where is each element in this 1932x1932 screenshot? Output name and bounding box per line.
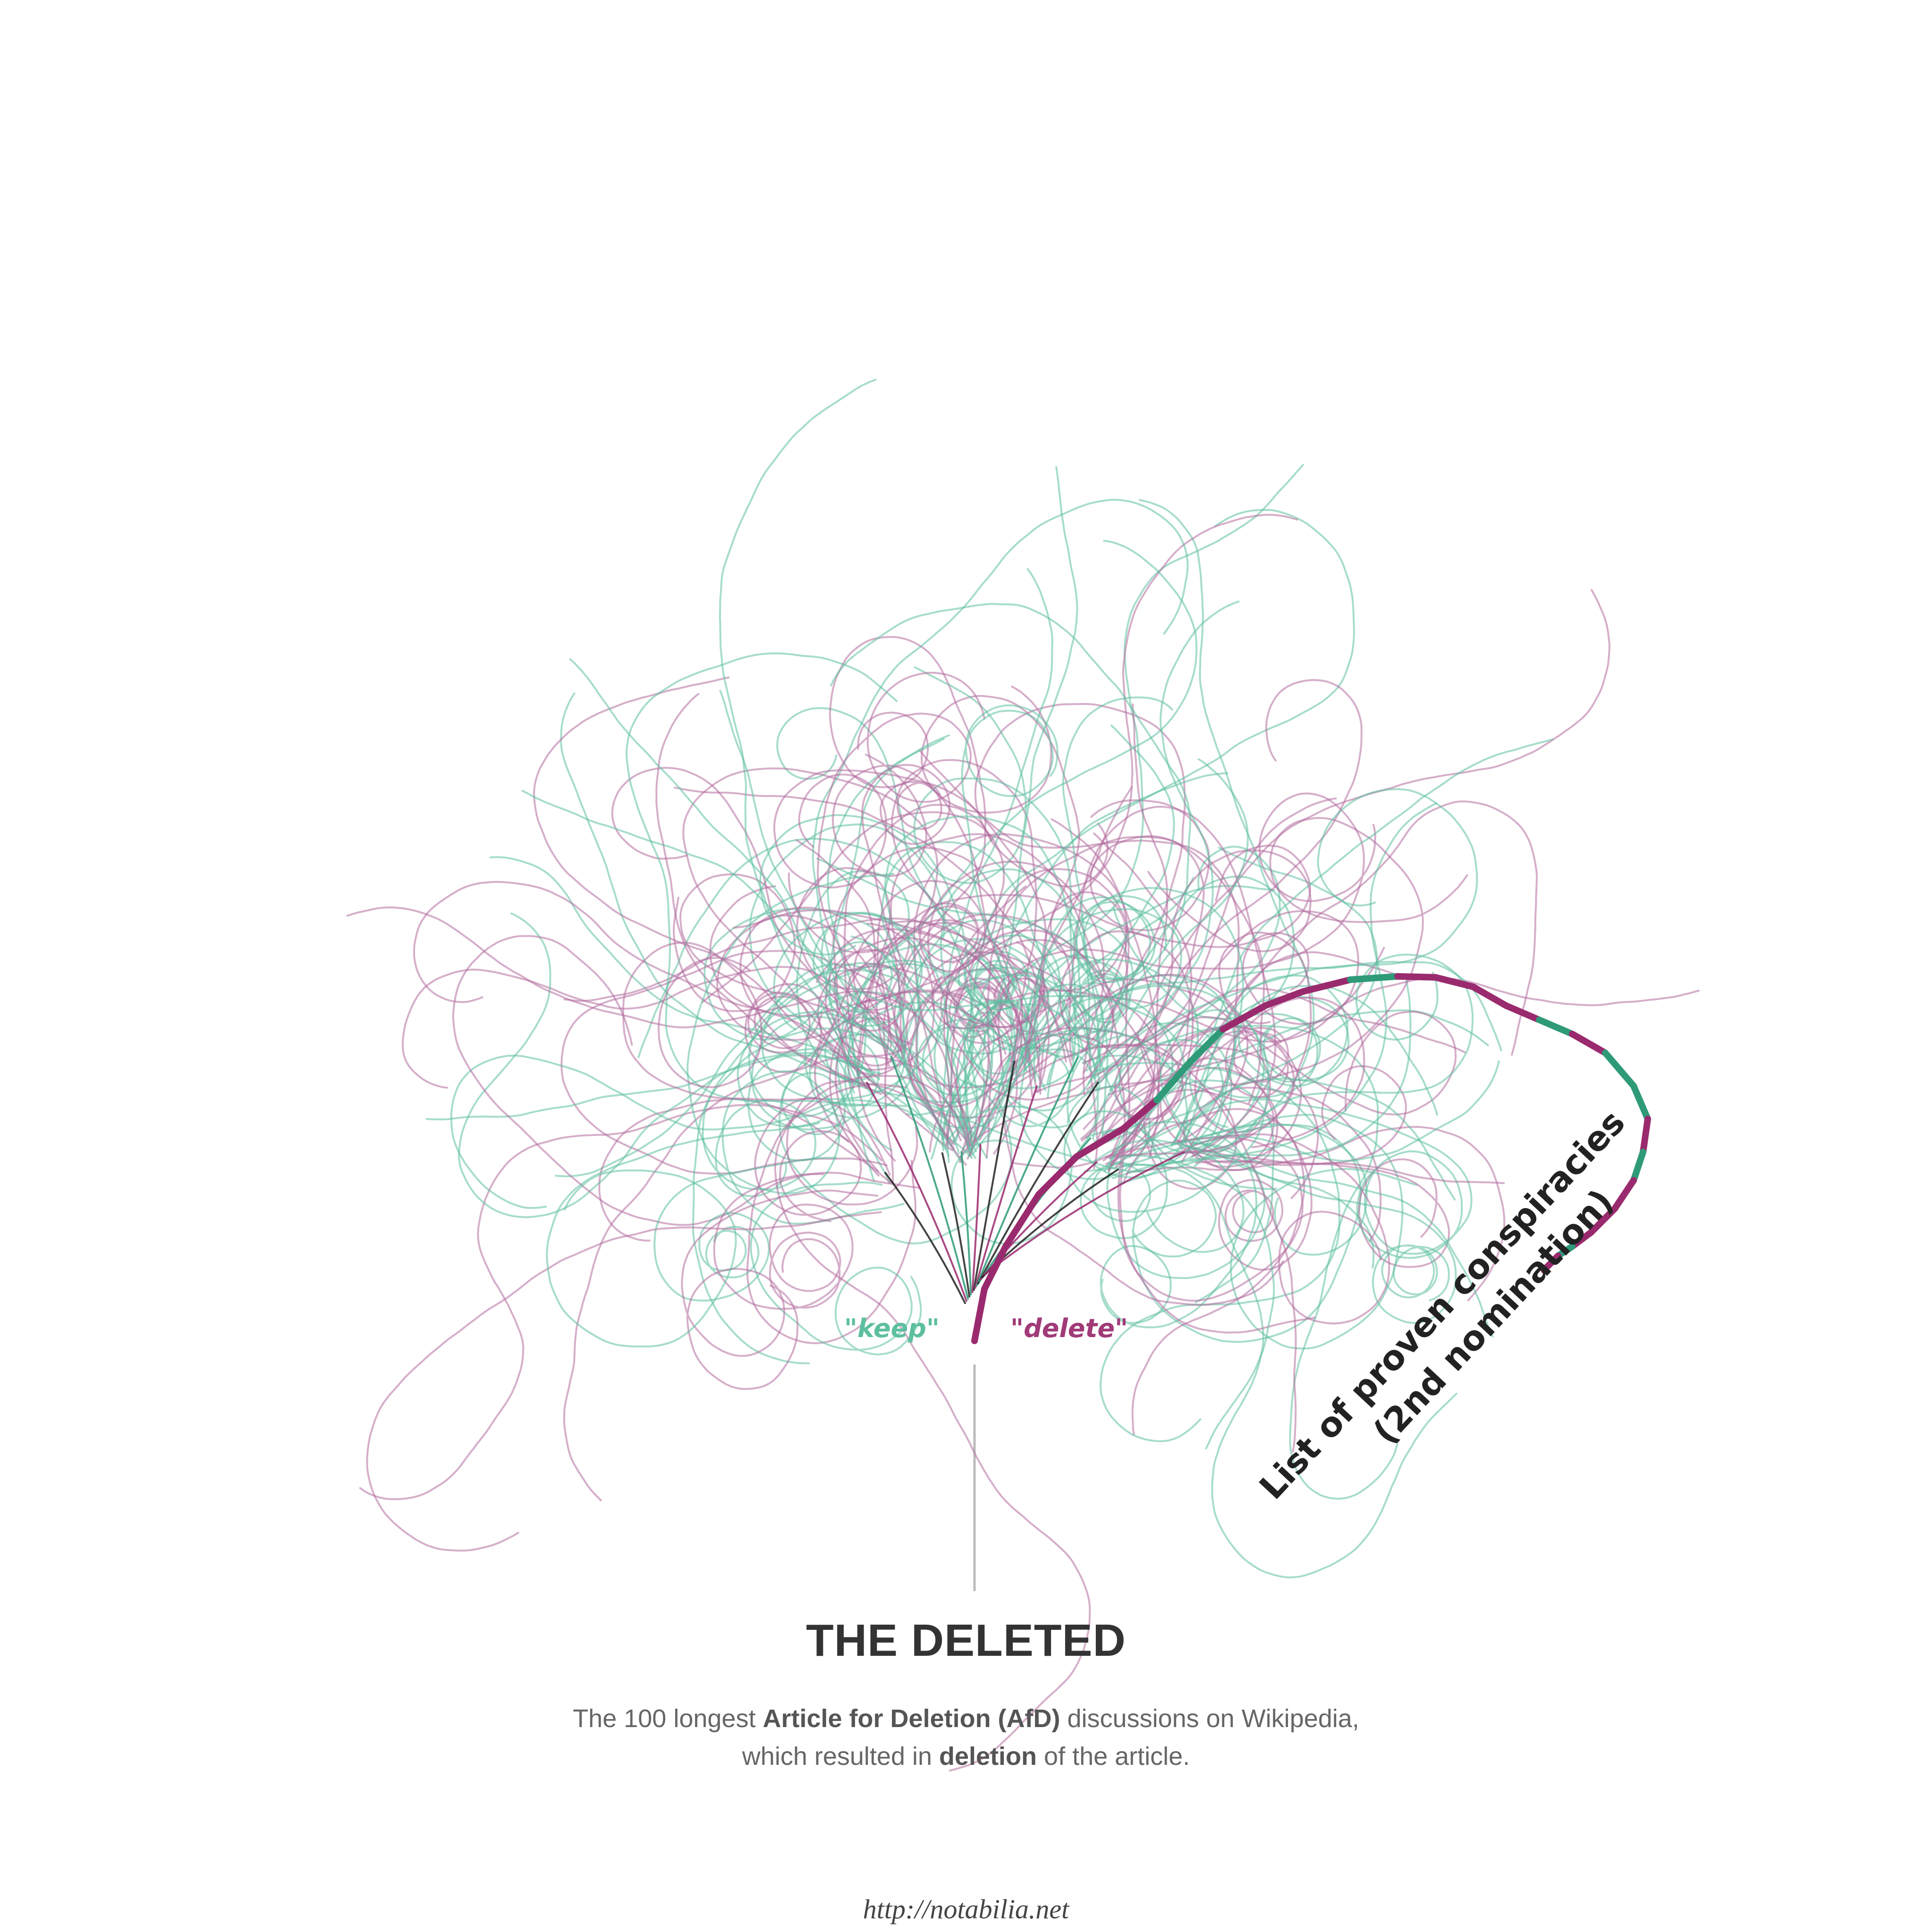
highlight-delete-segment (1615, 1180, 1634, 1209)
highlight-keep-segment (1539, 1020, 1572, 1034)
highlight-keep-segment (1605, 1053, 1634, 1086)
subtitle: The 100 longest Article for Deletion (Af… (0, 1700, 1932, 1775)
subtitle-part3: which resulted in (742, 1742, 939, 1771)
subtitle-part1: The 100 longest (573, 1704, 763, 1733)
highlight-delete-segment (1572, 1034, 1605, 1053)
trunk-branch (885, 1173, 965, 1303)
subtitle-part4: of the article. (1037, 1742, 1190, 1771)
highlight-keep-segment (1634, 1152, 1643, 1180)
highlight-delete-segment (974, 1289, 984, 1341)
highlight-keep-segment (1634, 1086, 1648, 1119)
keep-branch (547, 1123, 819, 1347)
footer-url: http://notabilia.net (0, 1893, 1932, 1925)
discussion-branches (347, 380, 1699, 1771)
keep-label: "keep" (844, 1313, 940, 1343)
delete-branch (367, 1212, 881, 1551)
keep-branch (561, 694, 869, 1086)
subtitle-bold1: Article for Deletion (AfD) (763, 1704, 1060, 1733)
highlight-delete-segment (1398, 976, 1435, 977)
page-title: THE DELETED (0, 1615, 1932, 1667)
delete-label: "delete" (1010, 1313, 1128, 1343)
subtitle-part2: discussions on Wikipedia, (1060, 1704, 1359, 1733)
highlight-delete-segment (1643, 1119, 1648, 1152)
highlight-keep-segment (1350, 976, 1398, 980)
highlight-delete-segment (1435, 977, 1473, 987)
subtitle-bold2: deletion (939, 1742, 1037, 1771)
